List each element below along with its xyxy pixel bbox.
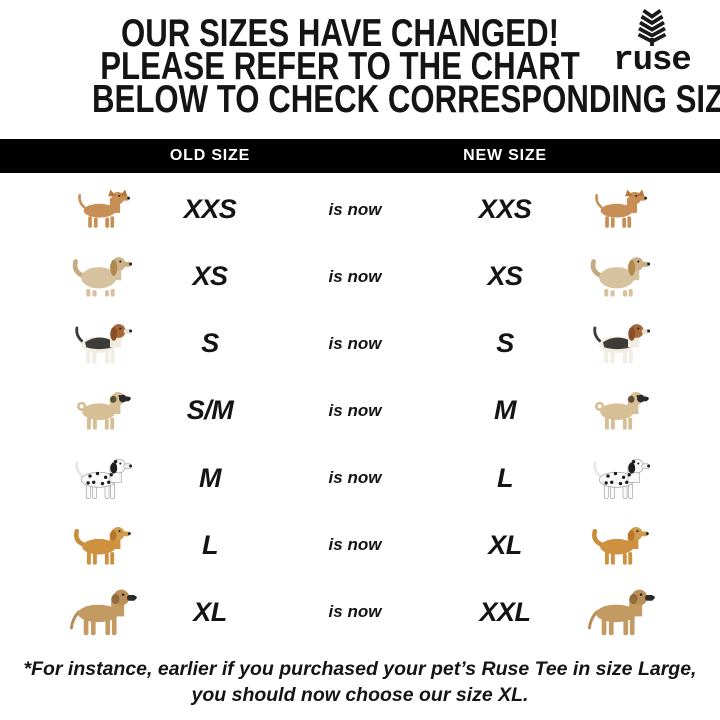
connector-text: is now [328,199,382,219]
brand-name: ruse [613,42,692,80]
old-size-value: XL [193,596,227,627]
old-size-value: XS [192,261,228,292]
new-size-value: XXL [479,596,531,627]
footnote-line-2: you should now choose our size XL. [191,684,529,707]
connector-text: is now [328,468,382,488]
new-size-value: L [497,462,514,493]
table-row: XS is now XS [0,243,720,310]
old-size-value: XXS [183,194,237,225]
dog-image-golden-retriever [587,524,654,567]
connector-text: is now [328,333,382,353]
table-row: XXS is now XXS [0,176,720,243]
dog-image-pug [69,389,136,432]
column-header-new-size: NEW SIZE [463,147,547,164]
connector-text: is now [328,602,382,622]
old-size-value: M [199,462,222,493]
page-title: OUR SIZES HAVE CHANGED! PLEASE REFER TO … [92,12,720,121]
dog-image-dalmatian [68,456,137,501]
dog-image-pug [587,389,654,432]
new-size-value: XS [487,261,523,292]
connector-text: is now [328,266,382,286]
dog-image-great-dane [582,586,659,638]
connector-text: is now [328,400,382,420]
new-size-value: XL [488,529,522,560]
dog-image-beagle [586,321,655,366]
table-row: S/M is now M [0,377,720,444]
dog-image-golden-retriever [69,524,136,567]
column-header-old-size: OLD SIZE [169,147,251,164]
footnote: *For instance, earlier if you purchased … [0,656,720,709]
dog-image-chihuahua [71,189,135,230]
table-row: XL is now XXL [0,579,720,646]
old-size-value: S/M [186,395,234,426]
title-line-3: BELOW TO CHECK CORRESPONDING SIZES [92,77,720,121]
table-header-bar: OLD SIZE NEW SIZE [0,139,720,173]
old-size-value: S [201,328,219,359]
dog-image-beagle [68,321,137,366]
dog-image-great-dane [64,586,141,638]
connector-text: is now [328,535,382,555]
wheat-icon [637,8,667,46]
new-size-value: M [494,395,517,426]
dog-image-lhasa-apso [586,254,655,299]
dog-image-chihuahua [588,189,652,230]
title-line-2: PLEASE REFER TO THE CHART [100,44,580,88]
brand-logo: ruse [602,8,702,78]
old-size-value: L [202,529,219,560]
footnote-line-1: *For instance, earlier if you purchased … [23,658,697,680]
new-size-value: S [496,328,514,359]
dog-image-lhasa-apso [68,254,137,299]
dog-image-dalmatian [586,456,655,501]
new-size-value: XXS [478,194,532,225]
title-line-1: OUR SIZES HAVE CHANGED! [121,12,559,55]
